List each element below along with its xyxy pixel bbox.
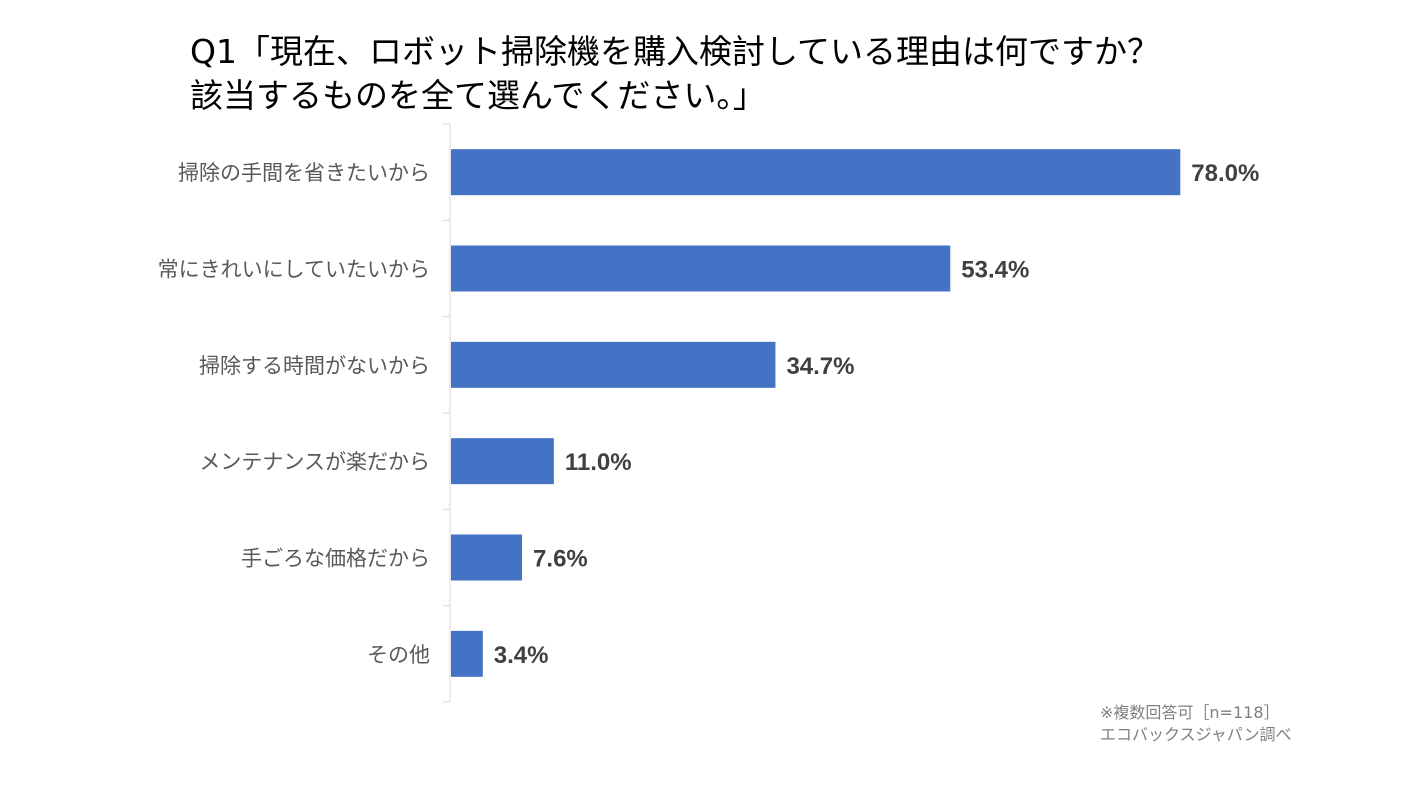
bar: [451, 534, 523, 581]
data-label: 34.7%: [786, 353, 854, 380]
category-label: 掃除の手間を省きたいから: [178, 161, 430, 185]
data-label: 3.4%: [494, 642, 549, 669]
data-label: 7.6%: [533, 546, 588, 573]
chart-note: ※複数回答可［n=118］ エコバックスジャパン調べ: [1100, 702, 1292, 746]
sample-size-note: ※複数回答可［n=118］: [1100, 703, 1280, 722]
bar: [451, 341, 776, 388]
category-label: 掃除する時間がないから: [199, 354, 430, 378]
data-label: 11.0%: [565, 449, 632, 476]
bar: [451, 245, 951, 292]
category-label: その他: [367, 643, 430, 667]
chart-title-line-2: 該当するものを全て選んでください。」: [190, 76, 766, 115]
chart-title-line-1: Q1「現在、ロボット掃除機を購入検討している理由は何ですか？: [190, 32, 1160, 71]
bar: [451, 149, 1181, 196]
category-label: メンテナンスが楽だから: [199, 450, 430, 474]
category-label: 手ごろな価格だから: [241, 547, 430, 571]
data-label: 78.0%: [1191, 160, 1259, 187]
data-label: 53.4%: [961, 257, 1029, 284]
bar: [451, 630, 483, 677]
chart-title: Q1「現在、ロボット掃除機を購入検討している理由は何ですか？ 該当するものを全て…: [190, 30, 1370, 118]
category-label: 常にきれいにしていたいから: [158, 258, 430, 282]
source-note: エコバックスジャパン調べ: [1100, 725, 1292, 744]
bar: [451, 438, 554, 485]
